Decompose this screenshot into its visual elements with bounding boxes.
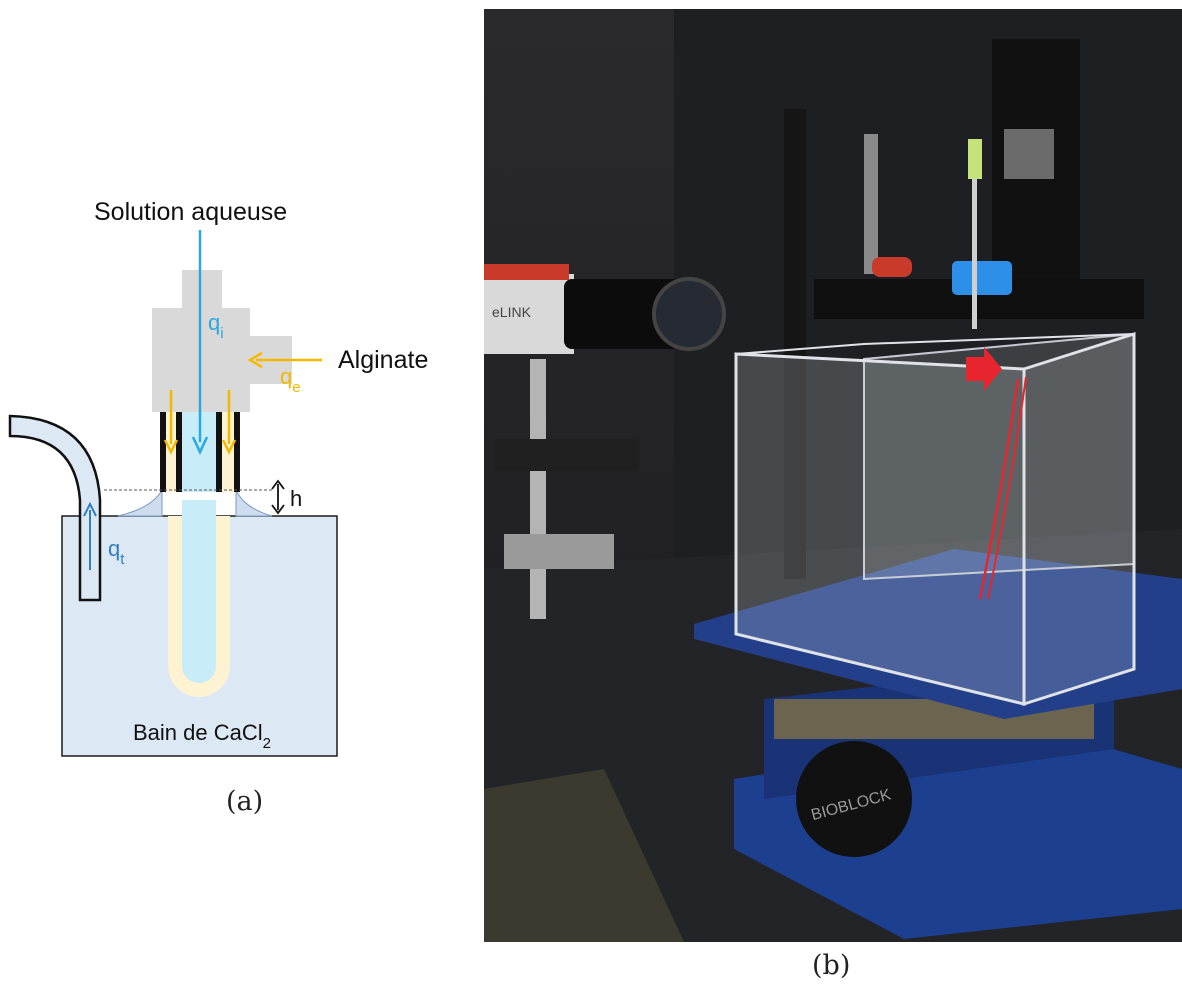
vertical-rail: [784, 109, 806, 579]
bench-edge: [484, 769, 684, 942]
label-bath-sub: 2: [263, 735, 271, 752]
lab-jack-plate: [694, 549, 1182, 719]
nozzle-wall-3: [216, 412, 222, 492]
h-arrow-head-up: [271, 479, 285, 490]
label-solution-aqueuse: Solution aqueuse: [94, 198, 287, 226]
label-qi-sub: i: [220, 325, 223, 342]
red-pointer-arrow: [966, 347, 1002, 391]
label-h: h: [290, 486, 302, 511]
alginate-down-arrow-left-head: [163, 439, 179, 455]
stage-block: [494, 439, 639, 471]
label-qi-base: q: [208, 310, 220, 335]
setup-photograph: eLINK BIOBLOCK: [484, 9, 1182, 942]
green-connector: [968, 139, 982, 179]
coaxial-device: [152, 270, 292, 412]
aqueous-core: [182, 500, 216, 683]
label-qt: qt: [108, 536, 125, 568]
outlet-tube: [8, 414, 102, 602]
label-qi: qi: [208, 310, 224, 342]
nozzle-wall-2: [176, 412, 182, 492]
label-bath-base: Bain de CaCl: [133, 720, 263, 745]
nozzle-wall-1: [160, 412, 166, 492]
nozzle-wall-4: [234, 412, 240, 492]
support-rod: [864, 134, 878, 274]
xy-stage: [504, 534, 614, 569]
label-qt-base: q: [108, 536, 120, 561]
tank-right: [1022, 331, 1136, 707]
label-alginate: Alginate: [338, 346, 428, 374]
qt-arrow-head: [83, 501, 97, 517]
schematic-diagram: Solution aqueuse Alginate qi qe qt h Bai…: [8, 198, 428, 757]
label-qt-sub: t: [120, 551, 125, 568]
meniscus-left: [117, 488, 163, 517]
meniscus-right: [235, 489, 273, 517]
alginate-fibre-2: [987, 376, 1027, 600]
blue-fitting: [952, 261, 1012, 295]
lens-glass: [652, 277, 726, 351]
h-arrow-head-down: [271, 504, 285, 515]
tank-top: [735, 333, 1135, 371]
label-qe: qe: [280, 364, 301, 396]
camera-body: [484, 274, 574, 354]
camera-brand: eLINK: [492, 304, 532, 320]
camera-level: [484, 264, 569, 280]
alginate-fibre: [978, 378, 1020, 600]
red-knob: [872, 257, 912, 277]
alginate-down-arrow-right-head: [221, 439, 237, 455]
caption-a: (a): [226, 786, 264, 817]
jack-knob: [796, 741, 912, 857]
caption-b: (b): [812, 950, 851, 981]
stage-post: [530, 359, 546, 619]
label-qe-base: q: [280, 364, 292, 389]
pump-head: [1004, 129, 1054, 179]
needle: [972, 179, 977, 329]
alginate-arrow-head: [247, 351, 263, 369]
label-qe-sub: e: [292, 379, 300, 396]
aqueous-arrow-head: [191, 436, 209, 455]
label-bath: Bain de CaCl2: [133, 720, 271, 752]
